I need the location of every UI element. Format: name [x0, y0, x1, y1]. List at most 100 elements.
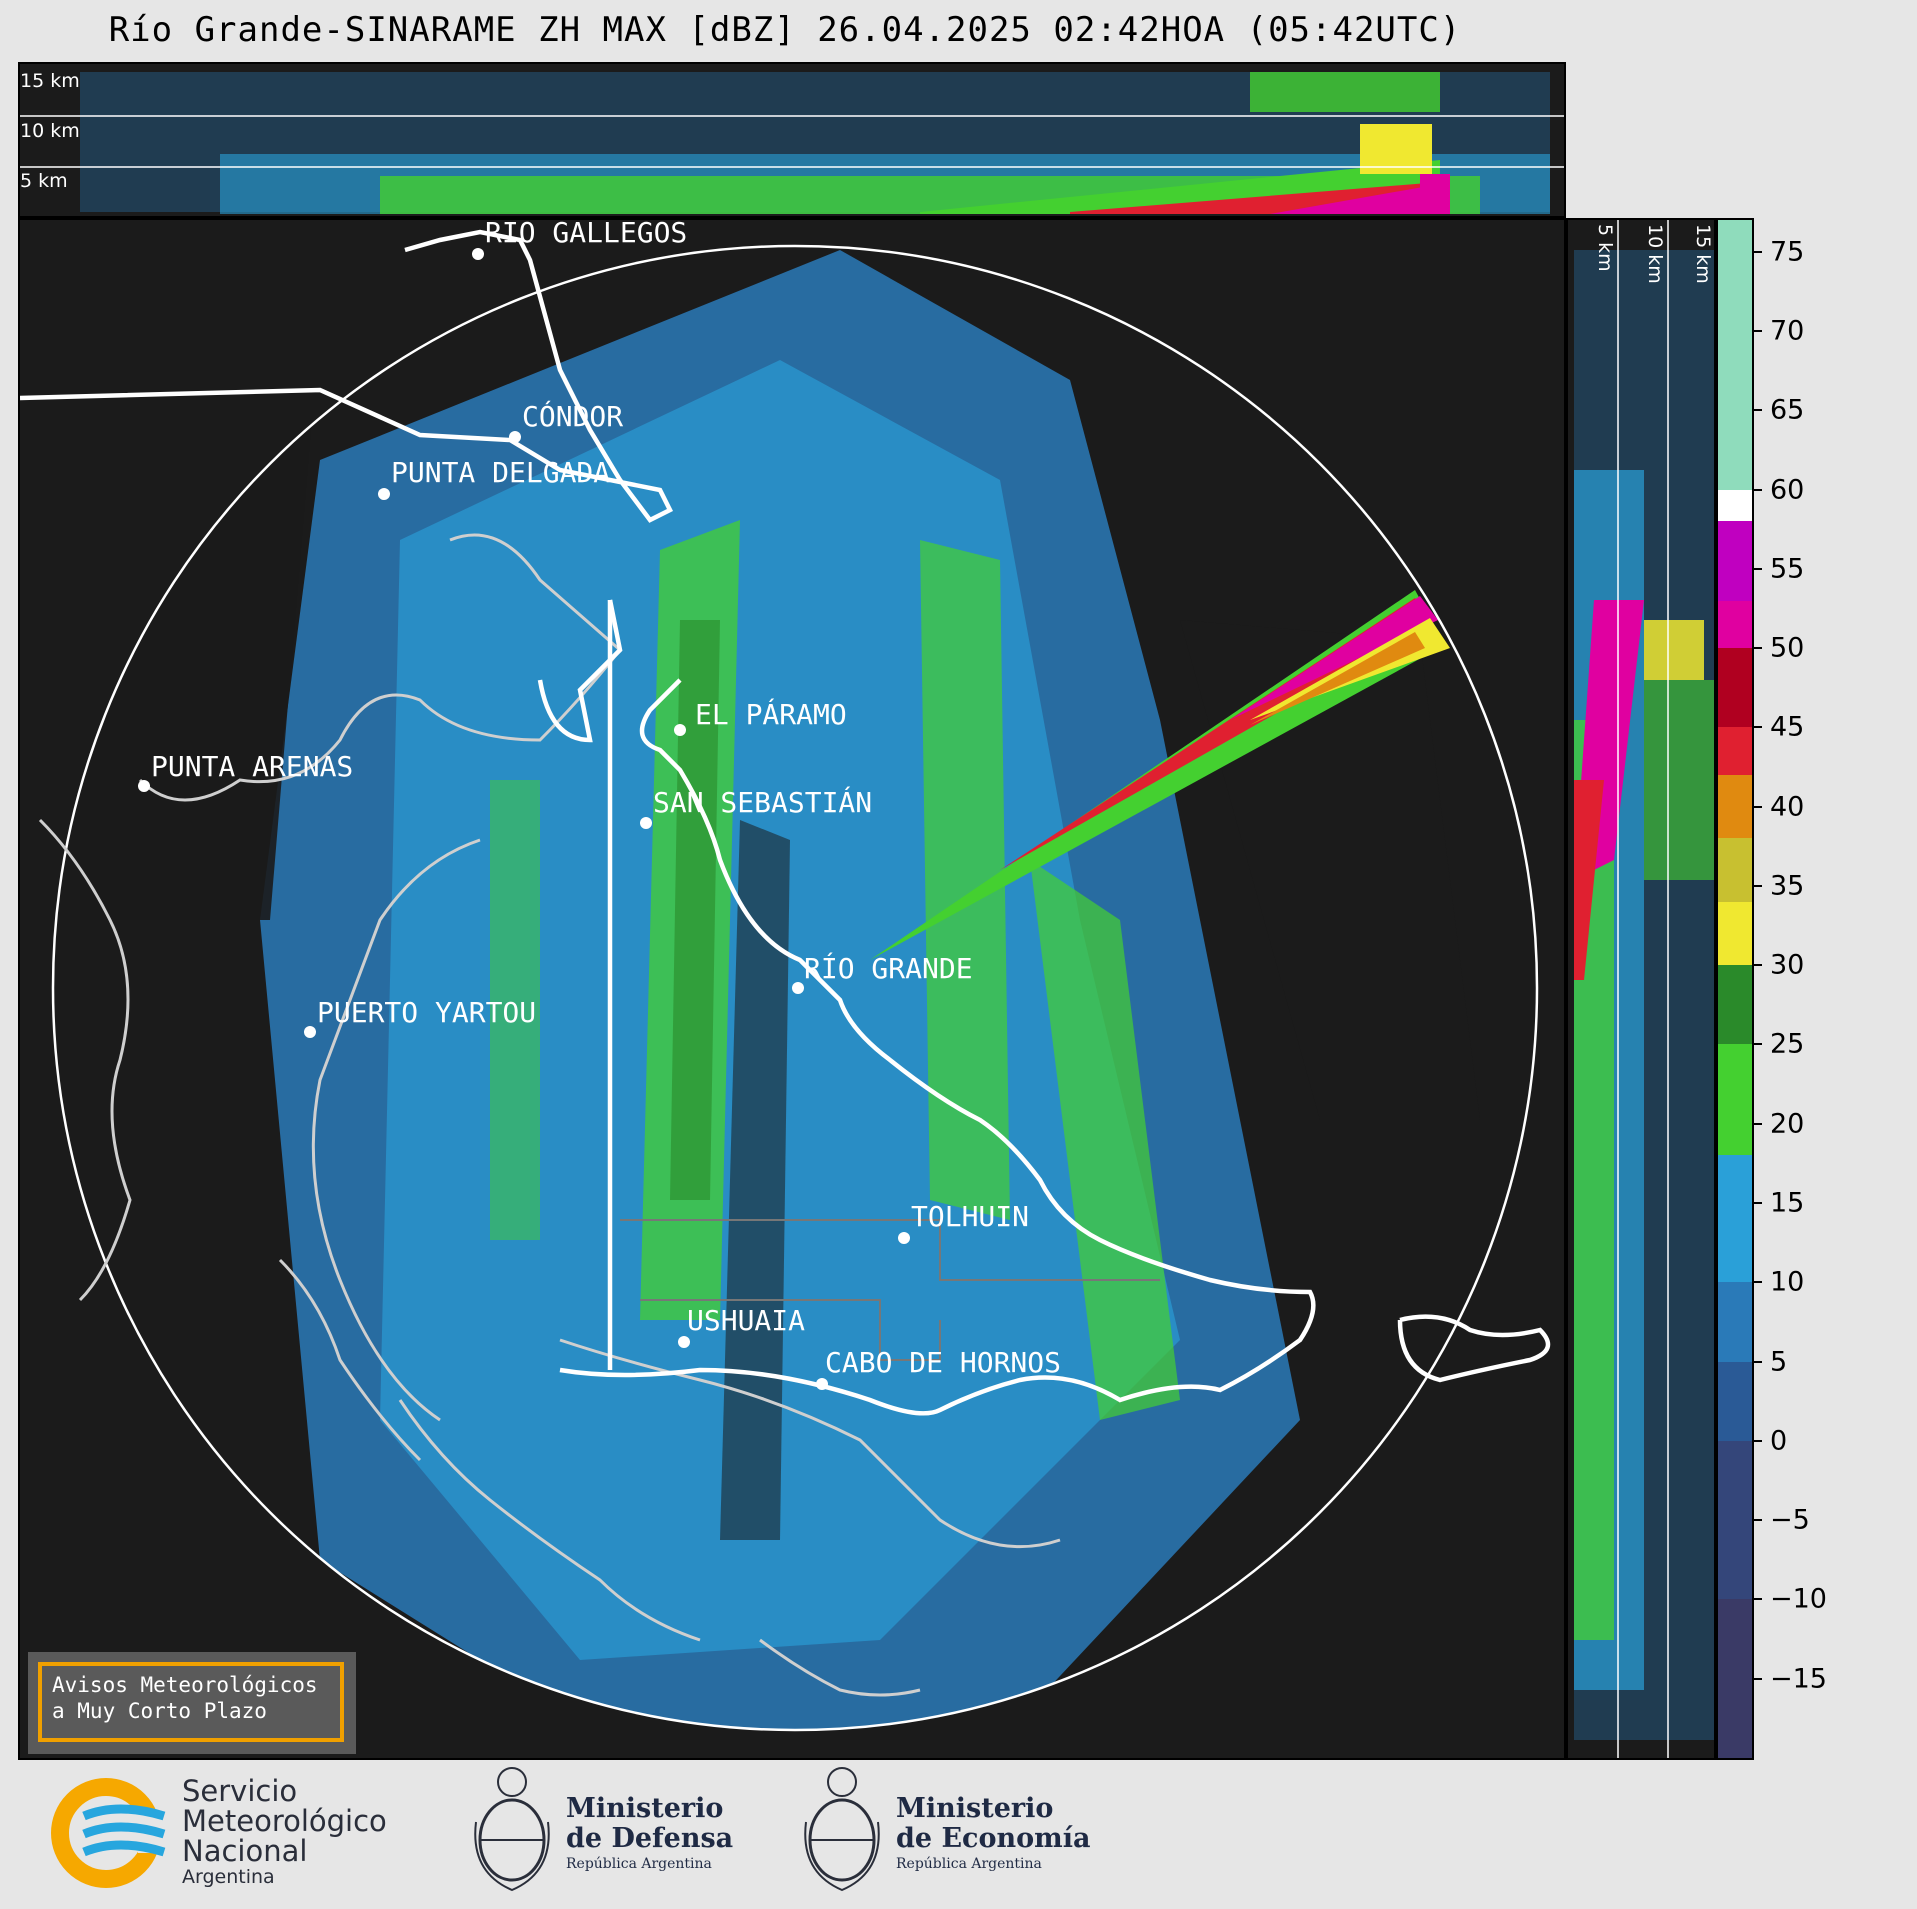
smn-line-1: Servicio	[182, 1774, 298, 1808]
smn-line-3: Nacional	[182, 1834, 308, 1868]
city-label-rio-gallegos: RÍO GALLEGOS	[485, 218, 688, 249]
side-cross-section-plot	[1574, 220, 1714, 1758]
colorbar-segment	[1718, 965, 1752, 1045]
colorbar-tick-mark	[1754, 726, 1762, 729]
side-cross-section-panel: 5 km 10 km 15 km	[1566, 218, 1716, 1760]
colorbar-segment	[1718, 600, 1752, 649]
colorbar-tick-label: −15	[1770, 1663, 1827, 1695]
height-label-5km: 5 km	[20, 170, 68, 192]
side-height-label-15km: 15 km	[1692, 224, 1714, 284]
colorbar-segment	[1718, 648, 1752, 728]
city-dot	[678, 1336, 690, 1348]
colorbar-tick-label: 40	[1770, 791, 1805, 823]
colorbar-segment	[1718, 489, 1752, 522]
colorbar-tick-mark	[1754, 488, 1762, 491]
colorbar-tick-mark	[1754, 1519, 1762, 1522]
defensa-line-2: de Defensa	[566, 1823, 734, 1854]
colorbar-segment	[1718, 838, 1752, 902]
economia-line-3: República Argentina	[896, 1856, 1042, 1872]
smn-logo-text: Servicio Meteorológico Nacional Argentin…	[182, 1776, 387, 1888]
colorbar-segment	[1718, 220, 1752, 490]
aviso-badge: Avisos Meteorológicos a Muy Corto Plazo	[38, 1662, 344, 1742]
economia-coat-of-arms-icon	[804, 1767, 880, 1892]
side-height-label-10km: 10 km	[1644, 224, 1666, 284]
defensa-line-3: República Argentina	[566, 1856, 712, 1872]
radar-map-panel: RÍO GALLEGOS CÓNDOR PUNTA DELGADA PUNTA …	[18, 218, 1566, 1760]
colorbar-tick-label: 30	[1770, 949, 1805, 981]
radar-map	[20, 229, 1551, 1732]
economia-line-2: de Economía	[896, 1823, 1091, 1854]
colorbar-tick-mark	[1754, 884, 1762, 887]
colorbar-segment	[1718, 1361, 1752, 1441]
colorbar-tick-mark	[1754, 409, 1762, 412]
colorbar-tick-mark	[1754, 567, 1762, 570]
city-dot	[138, 780, 150, 792]
radar-site-dot	[792, 982, 804, 994]
colorbar-tick-label: 45	[1770, 711, 1805, 743]
internal-boundaries	[620, 1219, 1160, 1361]
city-dot	[378, 488, 390, 500]
colorbar-tick-mark	[1754, 1202, 1762, 1205]
city-label-condor: CÓNDOR	[522, 400, 624, 433]
coastlines	[38, 533, 1061, 1697]
colorbar-segment	[1718, 727, 1752, 775]
colorbar-tick-label: −5	[1770, 1504, 1810, 1536]
city-label-punta-delgada: PUNTA DELGADA	[391, 456, 611, 489]
colorbar-segment	[1718, 774, 1752, 839]
colorbar-segment	[1718, 1155, 1752, 1283]
colorbar-tick-label: 20	[1770, 1108, 1805, 1140]
colorbar-tick-label: 70	[1770, 315, 1805, 347]
colorbar	[1716, 218, 1754, 1760]
aviso-line-2: a Muy Corto Plazo	[52, 1699, 267, 1723]
top-cross-section-plot	[20, 72, 1564, 214]
colorbar-tick-label: 25	[1770, 1028, 1805, 1060]
city-dot	[304, 1026, 316, 1038]
colorbar-tick-label: 50	[1770, 632, 1805, 664]
colorbar-tick-label: 10	[1770, 1266, 1805, 1298]
colorbar-segment	[1718, 1044, 1752, 1156]
aviso-line-1: Avisos Meteorológicos	[52, 1673, 318, 1697]
colorbar-tick-label: 5	[1770, 1346, 1788, 1378]
colorbar-tick-label: 55	[1770, 553, 1805, 585]
colorbar-tick-mark	[1754, 1043, 1762, 1046]
defensa-coat-of-arms-icon	[474, 1767, 550, 1892]
height-label-10km: 10 km	[20, 120, 80, 142]
city-label-punta-arenas: PUNTA ARENAS	[151, 750, 354, 783]
colorbar-tick-mark	[1754, 1281, 1762, 1284]
city-label-rio-grande: RÍO GRANDE	[804, 952, 973, 985]
colorbar-tick-mark	[1754, 1439, 1762, 1442]
colorbar-tick-mark	[1754, 1122, 1762, 1125]
colorbar-segment	[1718, 1282, 1752, 1362]
reflectivity-field	[80, 250, 1480, 1730]
smn-line-2: Meteorológico	[182, 1804, 387, 1838]
range-ring	[51, 244, 1539, 1732]
city-label-ushuaia: USHUAIA	[687, 1304, 806, 1337]
smn-line-4: Argentina	[182, 1866, 275, 1888]
city-label-cabo-de-hornos: CABO DE HORNOS	[825, 1346, 1062, 1379]
economia-line-1: Ministerio	[896, 1793, 1054, 1824]
colorbar-segment	[1718, 521, 1752, 601]
height-label-15km: 15 km	[20, 70, 80, 92]
colorbar-tick-label: 65	[1770, 394, 1805, 426]
colorbar-tick-label: 35	[1770, 870, 1805, 902]
colorbar-tick-mark	[1754, 1677, 1762, 1680]
city-dot	[898, 1232, 910, 1244]
colorbar-tick-label: 15	[1770, 1187, 1805, 1219]
side-height-label-5km: 5 km	[1594, 224, 1616, 272]
economia-logo-text: Ministerio de Economía República Argenti…	[896, 1794, 1090, 1874]
colorbar-tick-mark	[1754, 250, 1762, 253]
defensa-line-1: Ministerio	[566, 1793, 724, 1824]
city-label-el-paramo: EL PÁRAMO	[695, 698, 847, 731]
city-dot	[816, 1378, 828, 1390]
colorbar-tick-mark	[1754, 964, 1762, 967]
colorbar-tick-mark	[1754, 1598, 1762, 1601]
city-dot	[472, 248, 484, 260]
colorbar-tick-mark	[1754, 1360, 1762, 1363]
borders	[20, 229, 1551, 1416]
defensa-logo-text: Ministerio de Defensa República Argentin…	[566, 1794, 733, 1874]
smn-logo-icon	[51, 1778, 172, 1888]
colorbar-tick-mark	[1754, 647, 1762, 650]
colorbar-segment	[1718, 901, 1752, 966]
colorbar-segment	[1718, 1440, 1752, 1600]
city-label-san-sebastian: SAN SEBASTIÁN	[653, 786, 873, 819]
